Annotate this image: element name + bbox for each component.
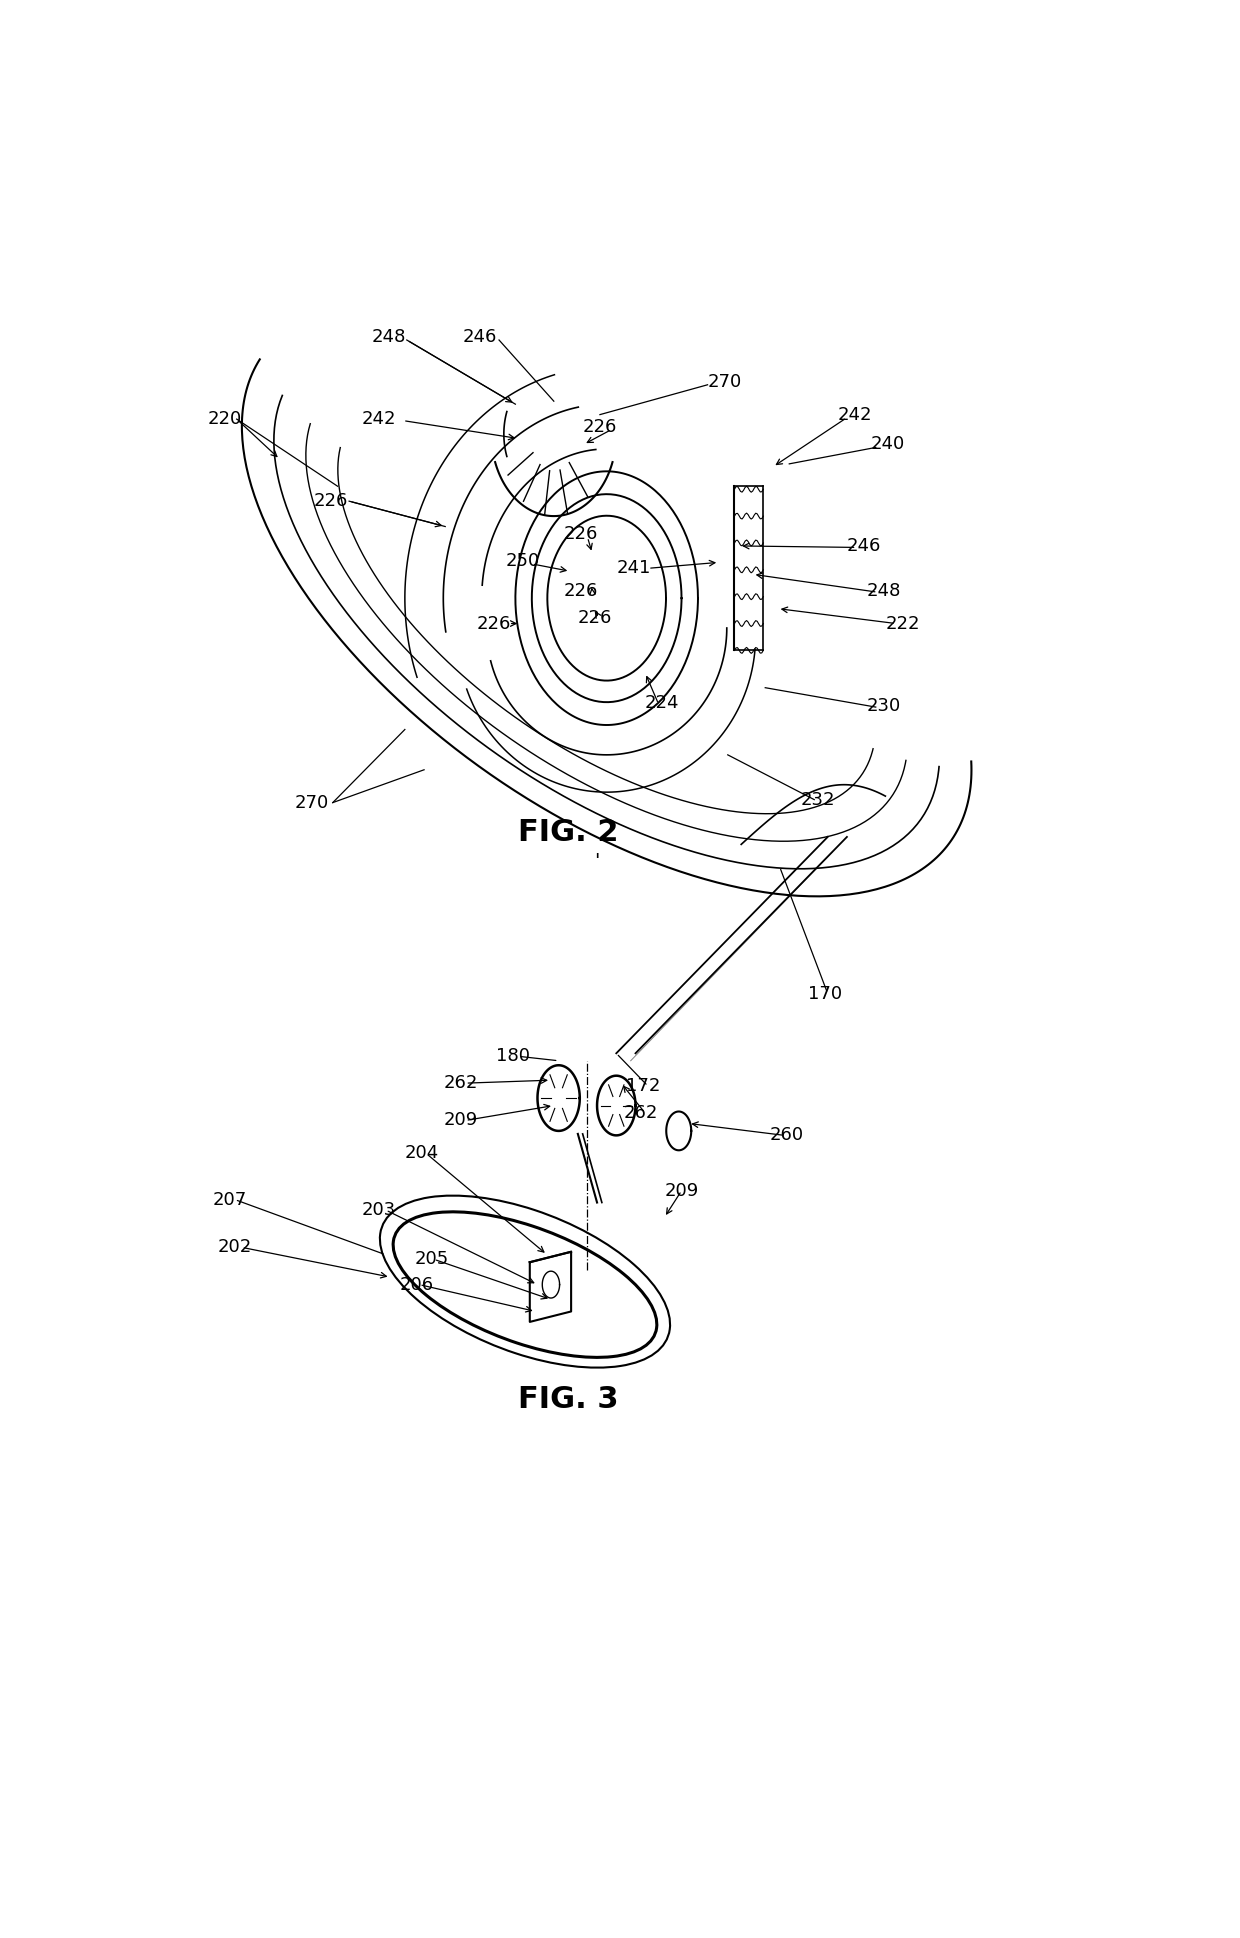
Text: 230: 230 [866,696,900,715]
Text: 241: 241 [616,560,651,578]
Text: 207: 207 [213,1190,247,1209]
Text: 246: 246 [847,537,882,554]
Text: 232: 232 [801,791,836,808]
Text: 240: 240 [870,436,905,453]
Text: 209: 209 [444,1112,477,1130]
Text: 262: 262 [444,1074,477,1093]
Text: 226: 226 [578,609,613,626]
Text: 242: 242 [837,405,872,424]
Text: 226: 226 [563,581,598,599]
Text: 204: 204 [404,1143,439,1163]
Text: 205: 205 [414,1250,449,1267]
Text: 209: 209 [665,1182,698,1200]
Text: 203: 203 [362,1202,396,1219]
Text: 250: 250 [506,552,539,570]
Text: 226: 226 [563,525,598,543]
Text: FIG. 3: FIG. 3 [518,1386,619,1415]
Text: 222: 222 [885,614,920,632]
Text: 270: 270 [708,372,742,391]
Text: 224: 224 [645,694,680,711]
Text: 248: 248 [866,581,900,599]
Text: 270: 270 [294,793,329,812]
Text: 248: 248 [371,328,405,347]
Text: 202: 202 [217,1238,252,1256]
Text: 246: 246 [463,328,497,347]
Text: 220: 220 [208,411,242,428]
Text: 260: 260 [770,1126,805,1143]
Text: 242: 242 [362,411,396,428]
Text: 180: 180 [496,1047,531,1066]
Text: 262: 262 [624,1105,658,1122]
Text: 172: 172 [626,1078,660,1095]
Text: 226: 226 [477,614,511,632]
Text: FIG. 2: FIG. 2 [518,818,619,847]
Text: 226: 226 [583,417,618,436]
Text: 226: 226 [314,492,348,510]
Text: ': ' [594,853,600,870]
Text: 170: 170 [808,985,843,1002]
Text: 206: 206 [401,1275,434,1293]
